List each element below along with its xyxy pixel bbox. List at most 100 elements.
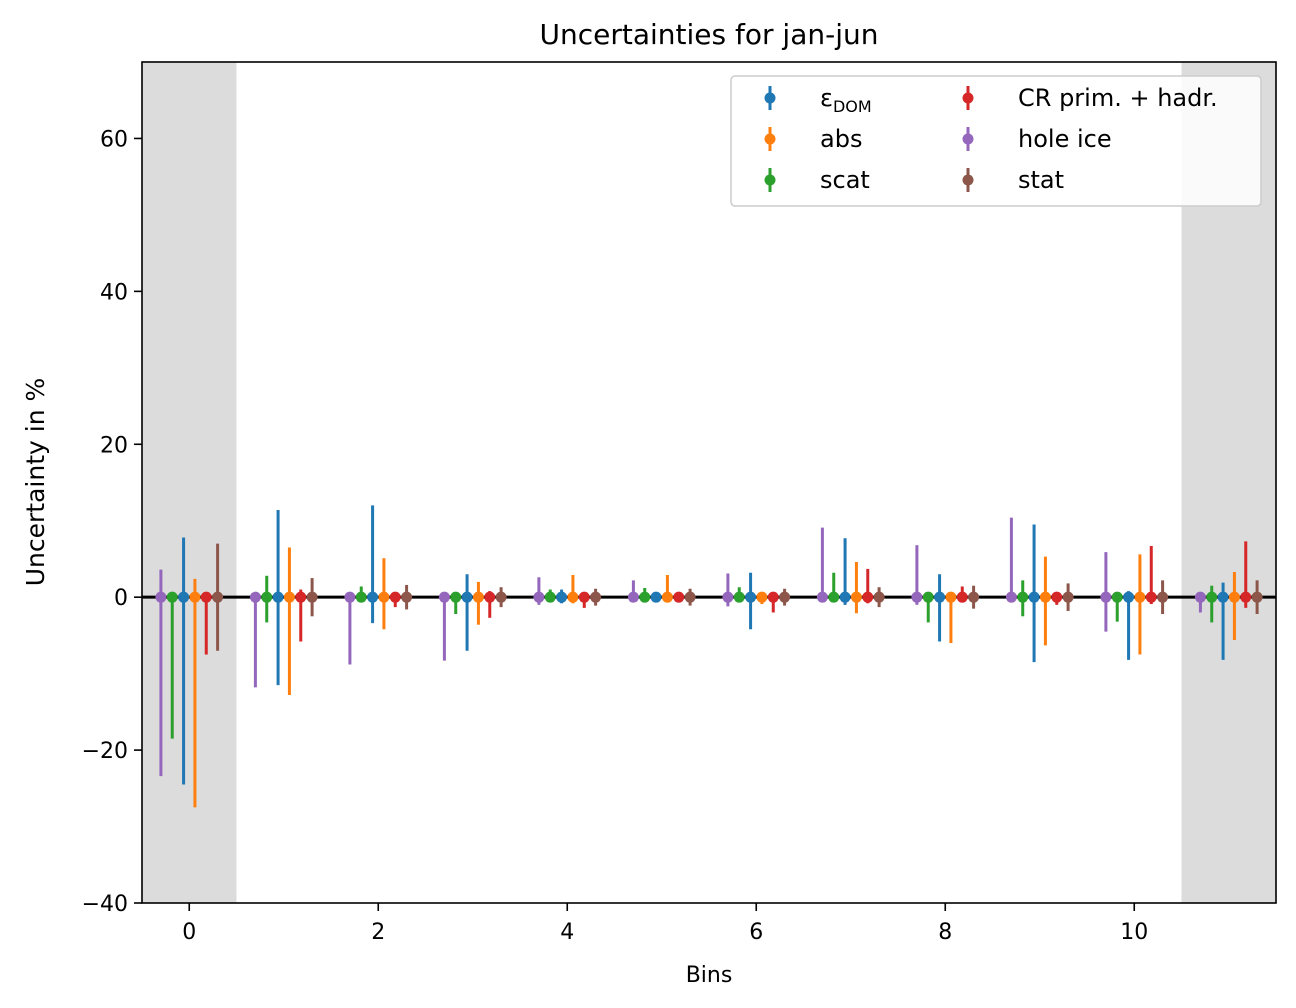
legend-marker-dot: [764, 174, 776, 186]
data-point: [450, 591, 462, 603]
data-point: [389, 591, 401, 603]
data-point: [344, 591, 356, 603]
series-1: [189, 547, 1240, 808]
x-axis-ticks: 0 2 4 6 8 10: [182, 903, 1148, 945]
data-point: [1051, 591, 1063, 603]
data-point: [684, 591, 696, 603]
data-point: [355, 591, 367, 603]
data-point: [956, 591, 968, 603]
data-point: [212, 591, 224, 603]
legend-item: scat: [764, 166, 870, 194]
data-point: [922, 591, 934, 603]
data-point: [461, 591, 473, 603]
data-point: [438, 591, 450, 603]
data-point: [1100, 591, 1112, 603]
y-axis-ticks: −40 −20 0 20 40 60: [82, 127, 142, 917]
plot-frame: [141, 61, 1277, 904]
data-point: [1240, 591, 1252, 603]
data-point: [1194, 591, 1206, 603]
data-point: [178, 591, 190, 603]
series-3: [200, 541, 1252, 655]
data-point: [627, 591, 639, 603]
legend-marker-dot: [764, 92, 776, 104]
data-point: [767, 591, 779, 603]
data-point: [1123, 591, 1135, 603]
data-point: [283, 591, 295, 603]
data-point: [261, 591, 273, 603]
data-point: [578, 591, 590, 603]
data-point: [401, 591, 413, 603]
x-tick-label: 2: [371, 920, 385, 945]
data-point: [934, 591, 946, 603]
data-point: [1206, 591, 1218, 603]
series-4: [155, 517, 1206, 777]
data-point: [544, 591, 556, 603]
data-point: [1111, 591, 1123, 603]
data-point: [249, 591, 261, 603]
series-2: [166, 572, 1218, 739]
data-point: [828, 591, 840, 603]
data-point: [850, 591, 862, 603]
data-point: [839, 591, 851, 603]
y-tick-label: 20: [100, 433, 128, 458]
data-point: [1217, 591, 1229, 603]
data-point: [1039, 591, 1051, 603]
data-point: [155, 591, 167, 603]
shaded-region-0: [142, 62, 237, 903]
x-tick-label: 4: [560, 920, 574, 945]
legend-marker-dot: [962, 174, 974, 186]
data-point: [945, 591, 957, 603]
y-tick-label: 40: [100, 280, 128, 305]
chart-title: Uncertainties for jan-jun: [540, 18, 879, 51]
legend-box: [730, 75, 1262, 207]
y-tick-label: 0: [114, 586, 128, 611]
data-point: [873, 591, 885, 603]
x-tick-label: 6: [749, 920, 763, 945]
data-point: [200, 591, 212, 603]
y-tick-label: −20: [82, 739, 128, 764]
data-point: [816, 591, 828, 603]
data-point: [472, 591, 484, 603]
x-tick-label: 0: [182, 920, 196, 945]
data-point: [295, 591, 307, 603]
data-point: [367, 591, 379, 603]
y-axis-label: Uncertainty in %: [21, 378, 50, 587]
legend-marker-dot: [764, 133, 776, 145]
legend-label: hole ice: [1018, 125, 1112, 153]
data-point: [722, 591, 734, 603]
data-point: [1228, 591, 1240, 603]
data-point: [272, 591, 284, 603]
data-point: [495, 591, 507, 603]
legend-label: scat: [820, 166, 870, 194]
legend-label: CR prim. + hadr.: [1018, 84, 1218, 112]
data-point: [745, 591, 757, 603]
data-point: [306, 591, 318, 603]
data-point: [661, 591, 673, 603]
data-point: [1134, 591, 1146, 603]
data-point: [673, 591, 685, 603]
legend-label-subscript: DOM: [833, 97, 872, 116]
legend-item: stat: [962, 166, 1064, 194]
data-point: [862, 591, 874, 603]
legend-label: stat: [1018, 166, 1064, 194]
data-point: [1251, 591, 1263, 603]
legend-marker-dot: [962, 92, 974, 104]
data-point: [590, 591, 602, 603]
data-point: [1145, 591, 1157, 603]
x-tick-label: 10: [1120, 920, 1148, 945]
data-point: [166, 591, 178, 603]
series-5: [212, 543, 1263, 651]
data-point: [556, 591, 568, 603]
legend-marker-dot: [962, 133, 974, 145]
y-tick-label: 60: [100, 127, 128, 152]
data-point: [378, 591, 390, 603]
data-point: [1005, 591, 1017, 603]
data-point: [779, 591, 791, 603]
data-point: [567, 591, 579, 603]
legend-item: hole ice: [962, 125, 1112, 153]
x-axis-label: Bins: [686, 963, 733, 988]
data-point: [1157, 591, 1169, 603]
data-point: [968, 591, 980, 603]
data-point: [189, 591, 201, 603]
